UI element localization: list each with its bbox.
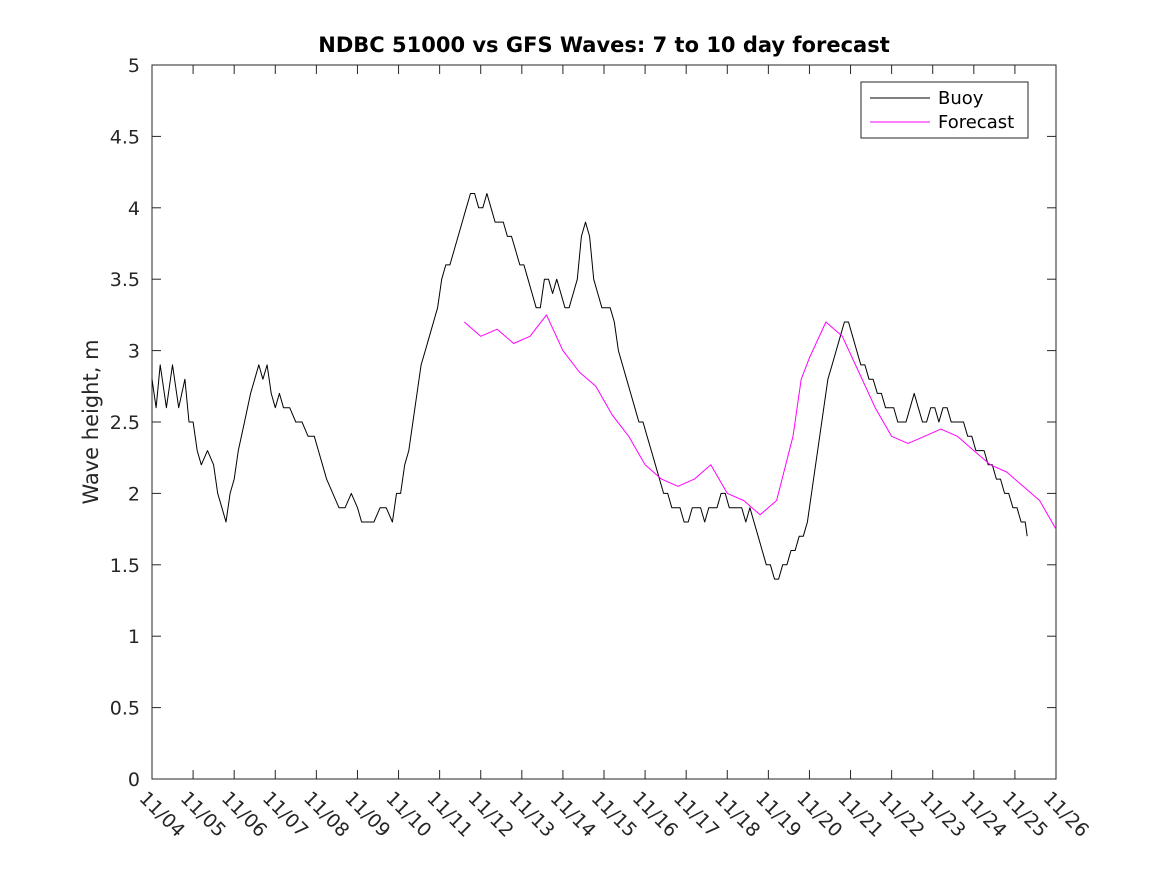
legend-label-buoy: Buoy — [938, 88, 984, 109]
series-line-buoy — [151, 193, 1028, 580]
y-tick-label: 3 — [128, 341, 140, 363]
series-line-forecast — [463, 314, 1057, 530]
y-tick-label: 1 — [128, 626, 140, 648]
legend: Buoy Forecast — [860, 81, 1029, 139]
y-tick-label: 4.5 — [110, 126, 140, 148]
legend-box — [860, 81, 1029, 139]
y-tick-label: 0 — [128, 769, 140, 791]
legend-label-forecast: Forecast — [938, 112, 1014, 133]
chart-title: NDBC 51000 vs GFS Waves: 7 to 10 day for… — [318, 33, 889, 57]
y-tick-label: 1.5 — [110, 555, 140, 577]
y-tick-label: 2 — [128, 483, 140, 505]
plot-area — [151, 64, 1057, 780]
y-tick-label: 3.5 — [110, 269, 140, 291]
y-tick-label: 4 — [128, 198, 140, 220]
y-axis-label: Wave height, m — [79, 339, 103, 504]
y-axis: 0 0.5 1 1.5 2 2.5 3 3.5 4 4.5 5 — [110, 55, 1056, 791]
y-tick-label: 5 — [128, 55, 140, 77]
y-tick-label: 0.5 — [110, 698, 140, 720]
series-layer — [151, 193, 1057, 580]
y-tick-label: 2.5 — [110, 412, 140, 434]
